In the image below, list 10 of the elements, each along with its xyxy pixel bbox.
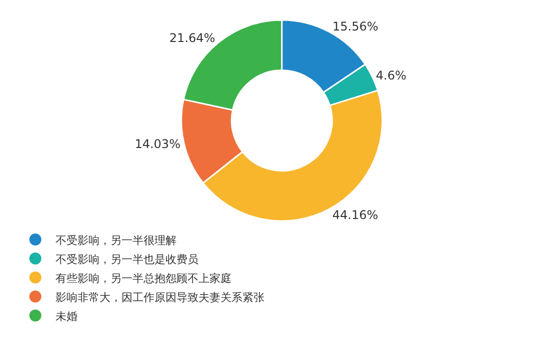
data-label: 44.16% xyxy=(332,208,378,222)
data-label: 14.03% xyxy=(134,136,180,151)
legend-label: 影响非常大，因工作原因导致夫妻关系紧张 xyxy=(55,290,264,304)
legend-label: 有些影响，另一半总抱怨顾不上家庭 xyxy=(55,272,232,285)
data-label: 15.56% xyxy=(332,19,378,34)
legend-label: 不受影响，另一半很理解 xyxy=(55,234,176,247)
data-label: 21.64% xyxy=(169,31,216,46)
legend-label: 未婚 xyxy=(55,310,78,323)
legend-label: 不受影响，另一半也是收费员 xyxy=(55,252,198,266)
data-label: 4.6% xyxy=(376,68,406,83)
